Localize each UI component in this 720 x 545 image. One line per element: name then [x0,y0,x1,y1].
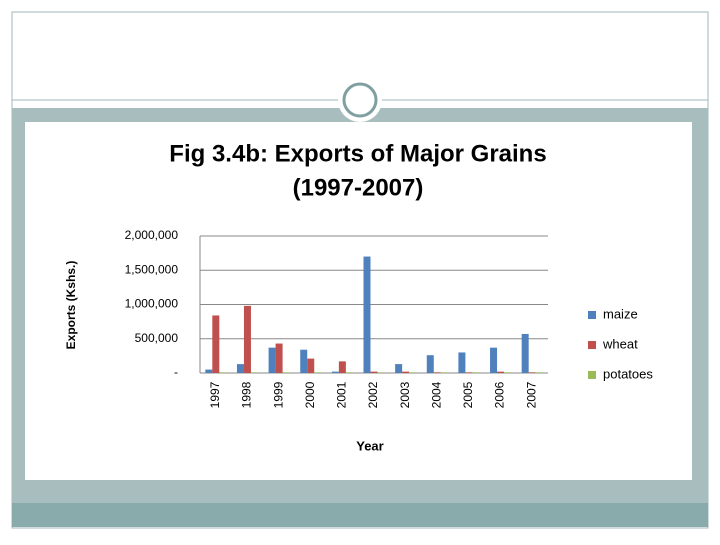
bar [433,372,441,373]
x-tick-label: 1998 [240,381,254,408]
bar [465,372,473,373]
bar [395,364,403,373]
bar [345,372,353,373]
bar [268,347,276,373]
bar [426,355,434,373]
bar [377,372,385,373]
legend-label: potatoes [603,366,653,381]
bar [338,361,346,373]
bar [307,358,315,373]
footer-band [12,503,708,527]
bar [331,371,339,373]
y-tick-label: - [174,365,178,379]
bar [300,349,308,373]
bar [528,372,536,373]
bar [236,364,244,373]
x-tick-label: 2000 [303,381,317,408]
bar [504,372,512,373]
chart-area [25,122,692,480]
chart-subtitle: (1997-2007) [293,174,424,201]
y-tick-label: 2,000,000 [125,228,179,242]
bar [458,352,466,373]
bar [219,372,227,373]
x-tick-label: 1999 [271,381,285,408]
x-tick-label: 2003 [398,381,412,408]
y-tick-label: 1,500,000 [125,262,179,276]
x-tick-label: 1997 [208,381,222,408]
bar [243,305,251,373]
bar [250,372,258,373]
bar [409,372,417,373]
bar [521,333,529,373]
bar [282,372,290,373]
x-tick-label: 2004 [429,381,443,408]
legend-swatch [588,371,596,379]
legend-swatch [588,341,596,349]
bar [535,372,543,373]
y-tick-label: 1,000,000 [125,297,179,311]
x-axis-label: Year [356,438,383,453]
bar [363,256,371,373]
bar [275,343,283,373]
legend-swatch [588,311,596,319]
x-tick-label: 2006 [493,381,507,408]
legend-label: maize [603,306,638,321]
legend-label: wheat [602,336,638,351]
x-tick-label: 2005 [461,381,475,408]
bar [497,371,505,373]
y-tick-label: 500,000 [135,331,179,345]
bar [440,372,448,373]
bar [314,372,322,373]
bar [490,347,498,373]
bar [212,315,220,373]
bar [472,372,480,373]
y-axis-label: Exports (Kshs.) [64,261,78,350]
x-tick-label: 2007 [524,381,538,408]
bar [402,371,410,373]
circle-ornament [342,82,378,118]
x-tick-label: 2002 [366,381,380,408]
bar [370,371,378,373]
bar [205,369,213,373]
chart-title: Fig 3.4b: Exports of Major Grains [169,140,546,167]
x-tick-label: 2001 [335,381,349,408]
